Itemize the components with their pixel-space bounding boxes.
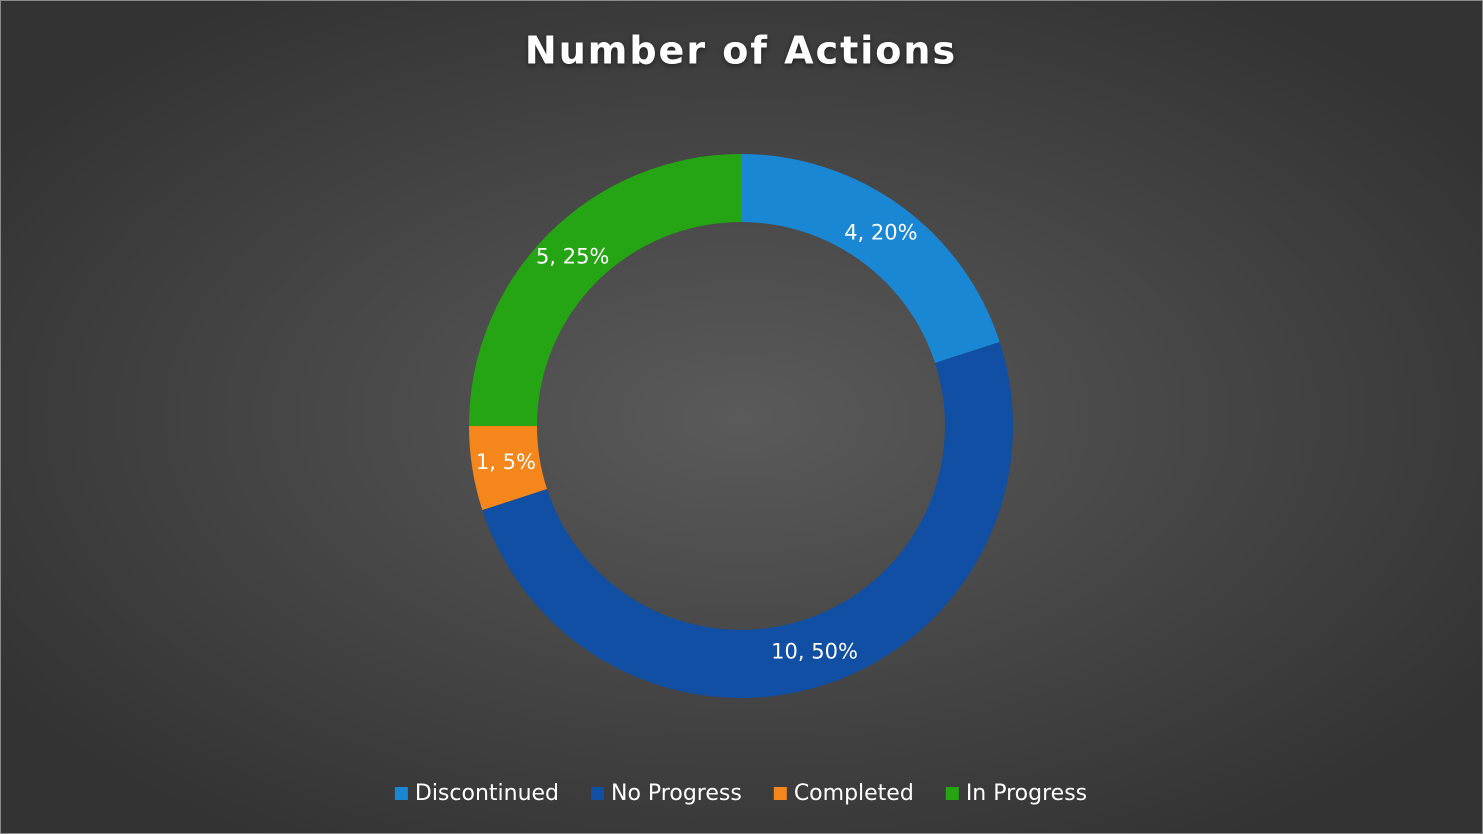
data-label: 10, 50% bbox=[771, 639, 858, 663]
donut-segment bbox=[741, 154, 1000, 363]
donut-segment bbox=[469, 154, 741, 426]
donut-segment bbox=[482, 341, 1013, 698]
legend-label: Discontinued bbox=[415, 781, 559, 806]
legend: Discontinued No Progress Completed In Progr… bbox=[394, 781, 1087, 806]
data-label: 4, 20% bbox=[844, 220, 917, 244]
legend-label: In Progress bbox=[966, 781, 1087, 806]
legend-swatch bbox=[591, 787, 605, 800]
data-label: 1, 5% bbox=[476, 450, 536, 474]
legend-label: No Progress bbox=[611, 781, 742, 806]
legend-label: Completed bbox=[794, 781, 914, 806]
chart-title: Number of Actions bbox=[525, 29, 957, 73]
legend-swatch bbox=[945, 787, 959, 800]
donut: 4, 20% 10, 50% 1, 5% 5, 25% bbox=[469, 154, 1013, 698]
donut-segment bbox=[469, 426, 547, 511]
legend-swatch bbox=[773, 787, 787, 800]
data-label: 5, 25% bbox=[536, 245, 609, 269]
legend-swatch bbox=[394, 787, 408, 800]
